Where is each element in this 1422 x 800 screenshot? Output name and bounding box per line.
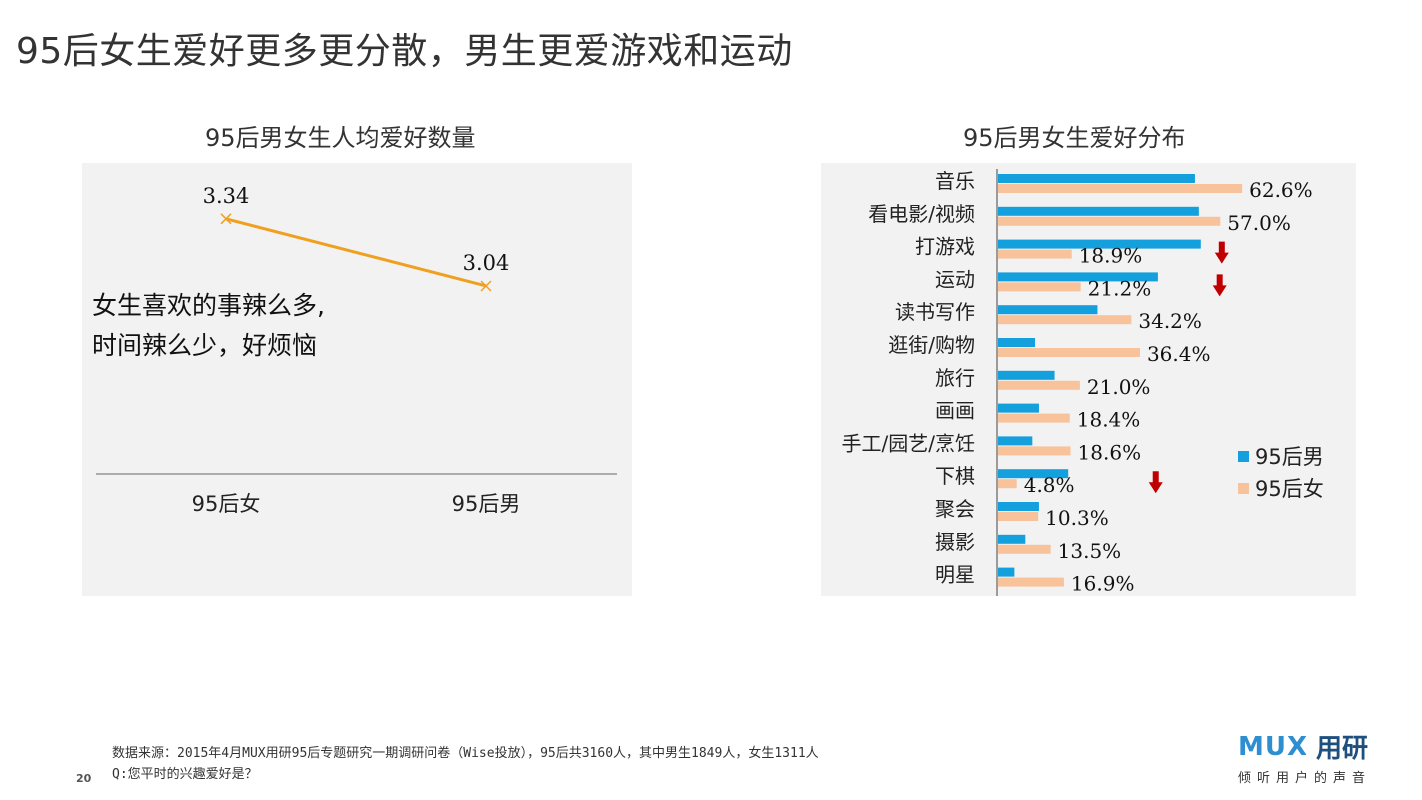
footer-question: Q:您平时的兴趣爱好是？ xyxy=(112,767,258,782)
category-label: 手工/园艺/烹饪 xyxy=(842,431,975,455)
category-label: 聚会 xyxy=(935,497,975,521)
bar-female xyxy=(998,348,1140,357)
bar-female xyxy=(998,216,1221,226)
bar-value-label: 18.9% xyxy=(1079,244,1143,268)
bar-chart-legend: 95后男 95后女 xyxy=(1238,440,1324,504)
bar-female xyxy=(998,249,1072,259)
bar-value-label: 21.2% xyxy=(1088,276,1152,300)
bar-female xyxy=(998,282,1081,292)
x-tick-label: 95后女 xyxy=(192,492,261,516)
bar-female xyxy=(998,512,1039,521)
data-label: 3.04 xyxy=(463,251,510,275)
bar-female xyxy=(998,577,1064,587)
category-label: 明星 xyxy=(935,563,975,587)
marker-stroke xyxy=(480,280,492,292)
series-line xyxy=(225,217,487,288)
line-chart-title: 95后男女生人均爱好数量 xyxy=(205,124,476,152)
bar-female xyxy=(998,544,1051,554)
category-label: 读书写作 xyxy=(895,300,975,324)
brand-logo: MUX 用研 倾听用户的声音 xyxy=(1238,728,1398,787)
category-label: 运动 xyxy=(935,267,975,291)
annotation-line-2: 时间辣么少，好烦恼 xyxy=(92,331,318,360)
data-point-marker xyxy=(220,213,232,225)
bar-value-label: 21.0% xyxy=(1087,375,1151,399)
annotation-line-1: 女生喜欢的事辣么多, xyxy=(92,291,325,320)
x-tick-label: 95后男 xyxy=(452,492,521,516)
bar-female xyxy=(998,380,1080,390)
category-label: 旅行 xyxy=(935,366,975,390)
line-chart-panel: 3.34 3.04 95后女 95后男 xyxy=(82,163,632,596)
bar-value-label: 18.4% xyxy=(1077,408,1141,432)
bar-female xyxy=(998,315,1132,325)
brand-tagline: 倾听用户的声音 xyxy=(1238,771,1372,786)
category-label: 逛街/购物 xyxy=(888,333,975,357)
bar-value-label: 18.6% xyxy=(1078,440,1142,464)
bar-value-label: 57.0% xyxy=(1227,211,1291,235)
bar-male xyxy=(998,436,1033,446)
bar-male xyxy=(998,272,1158,282)
footer-source: 数据来源：2015年4月MUX用研95后专题研究一期调研问卷（Wise投放），9… xyxy=(112,746,819,761)
bar-male xyxy=(998,469,1069,479)
brand-logo-text: MUX xyxy=(1238,731,1309,762)
bar-value-label: 62.6% xyxy=(1249,178,1313,202)
bar-male xyxy=(998,239,1201,249)
legend-label-female: 95后女 xyxy=(1255,477,1324,501)
bar-female xyxy=(998,446,1071,456)
bar-male xyxy=(998,305,1098,315)
bar-male xyxy=(998,502,1039,511)
bar-chart-title: 95后男女生爱好分布 xyxy=(963,124,1186,152)
line-chart-annotation: 女生喜欢的事辣么多, 时间辣么少，好烦恼 xyxy=(92,286,325,366)
legend-swatch-male xyxy=(1238,450,1249,462)
bar-female xyxy=(998,479,1017,489)
line-chart: 3.34 3.04 95后女 95后男 xyxy=(96,184,617,516)
bar-value-label: 10.3% xyxy=(1045,506,1109,530)
bar-value-label: 4.8% xyxy=(1024,473,1075,497)
category-label: 画画 xyxy=(935,399,975,423)
bar-chart: 音乐 62.6% 看电影/视频 57.0% 打游戏 18.9% 运动 21.2% 读书写作 34.… xyxy=(842,169,1313,596)
bar-value-label: 36.4% xyxy=(1147,342,1211,366)
legend-item-female: 95后女 xyxy=(1238,472,1324,504)
page-title: 95后女生爱好更多更分散，男生更爱游戏和运动 xyxy=(16,31,793,72)
data-label: 3.34 xyxy=(203,184,250,208)
brand-name: 用研 xyxy=(1316,734,1369,764)
legend-item-male: 95后男 xyxy=(1238,440,1324,472)
bar-male xyxy=(998,567,1015,577)
bar-chart-panel: 音乐 62.6% 看电影/视频 57.0% 打游戏 18.9% 运动 21.2% 读书写作 34.… xyxy=(821,163,1356,596)
bar-male xyxy=(998,174,1195,183)
page-number: 20 xyxy=(76,772,92,785)
bar-male xyxy=(998,403,1039,413)
bar-male xyxy=(998,338,1036,347)
bar-male xyxy=(998,206,1199,216)
category-label: 打游戏 xyxy=(915,235,975,259)
down-arrow-icon xyxy=(1212,274,1227,297)
data-point-marker xyxy=(480,280,492,292)
category-label: 看电影/视频 xyxy=(868,202,975,226)
marker-stroke xyxy=(220,213,232,225)
bar-male xyxy=(998,370,1055,380)
category-label: 摄影 xyxy=(935,530,975,554)
down-arrow-icon xyxy=(1148,471,1163,494)
bar-value-label: 16.9% xyxy=(1071,572,1135,596)
down-arrow-icon xyxy=(1214,241,1229,264)
bar-value-label: 13.5% xyxy=(1058,539,1122,563)
category-label: 音乐 xyxy=(935,169,975,193)
bar-male xyxy=(998,534,1026,544)
bar-value-label: 34.2% xyxy=(1138,309,1202,333)
bar-female xyxy=(998,413,1070,423)
bar-female xyxy=(998,184,1243,193)
legend-swatch-female xyxy=(1238,482,1249,494)
legend-label-male: 95后男 xyxy=(1255,445,1324,469)
category-label: 下棋 xyxy=(935,464,975,488)
